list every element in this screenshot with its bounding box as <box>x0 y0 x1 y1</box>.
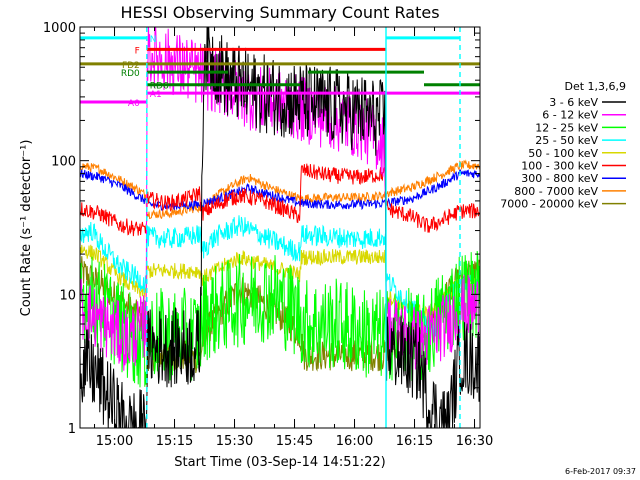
flag-label-a0: A0 <box>128 99 140 109</box>
chart-title: HESSI Observing Summary Count Rates <box>120 3 439 22</box>
x-tick-label: 15:00 <box>96 434 133 449</box>
x-tick-label: 16:00 <box>336 434 373 449</box>
plot-frame <box>79 26 481 429</box>
legend-entry-label: 3 - 6 keV <box>549 96 598 109</box>
x-tick-label: 16:15 <box>396 434 433 449</box>
y-axis-label: Count Rate (s⁻¹ detector⁻¹) <box>19 140 34 317</box>
flag-label-rd6: RD6 <box>150 82 169 92</box>
flag-label-fd2: FD2 <box>122 61 140 71</box>
plot-area <box>80 27 480 428</box>
x-axis-label: Start Time (03-Sep-14 14:51:22) <box>174 455 385 470</box>
legend-entry-label: 100 - 300 keV <box>521 160 598 173</box>
x-tick-label: 15:30 <box>216 434 253 449</box>
legend-entry-label: 6 - 12 keV <box>542 109 598 122</box>
footer-timestamp: 6-Feb-2017 09:37 <box>565 467 636 476</box>
legend-entry-label: 12 - 25 keV <box>535 121 598 134</box>
x-tick-label: 16:30 <box>456 434 493 449</box>
y-tick-label: 10 <box>59 288 76 303</box>
x-tick-label: 15:45 <box>276 434 313 449</box>
legend-entry-label: 25 - 50 keV <box>535 134 598 147</box>
legend-entry-label: 300 - 800 keV <box>521 172 598 185</box>
flag-label-f: F <box>135 46 140 56</box>
legend-entry-label: 7000 - 20000 keV <box>500 198 598 211</box>
flag-label-a1: A1 <box>150 90 162 100</box>
flag-label-n: N <box>150 35 157 45</box>
legend-entry-label: 800 - 7000 keV <box>514 185 598 198</box>
legend-title: Det 1,3,6,9 <box>564 80 626 93</box>
legend-entry-label: 50 - 100 keV <box>528 147 598 160</box>
y-tick-label: 100 <box>51 155 76 170</box>
flag-label-rd0: RD0 <box>121 69 140 79</box>
x-tick-label: 15:15 <box>156 434 193 449</box>
y-tick-label: 1000 <box>43 21 76 36</box>
y-tick-label: 1 <box>68 422 76 437</box>
axes: 1 10 100 1000 15:00 15:15 15:30 15:45 16:00 16:15… <box>43 21 493 449</box>
